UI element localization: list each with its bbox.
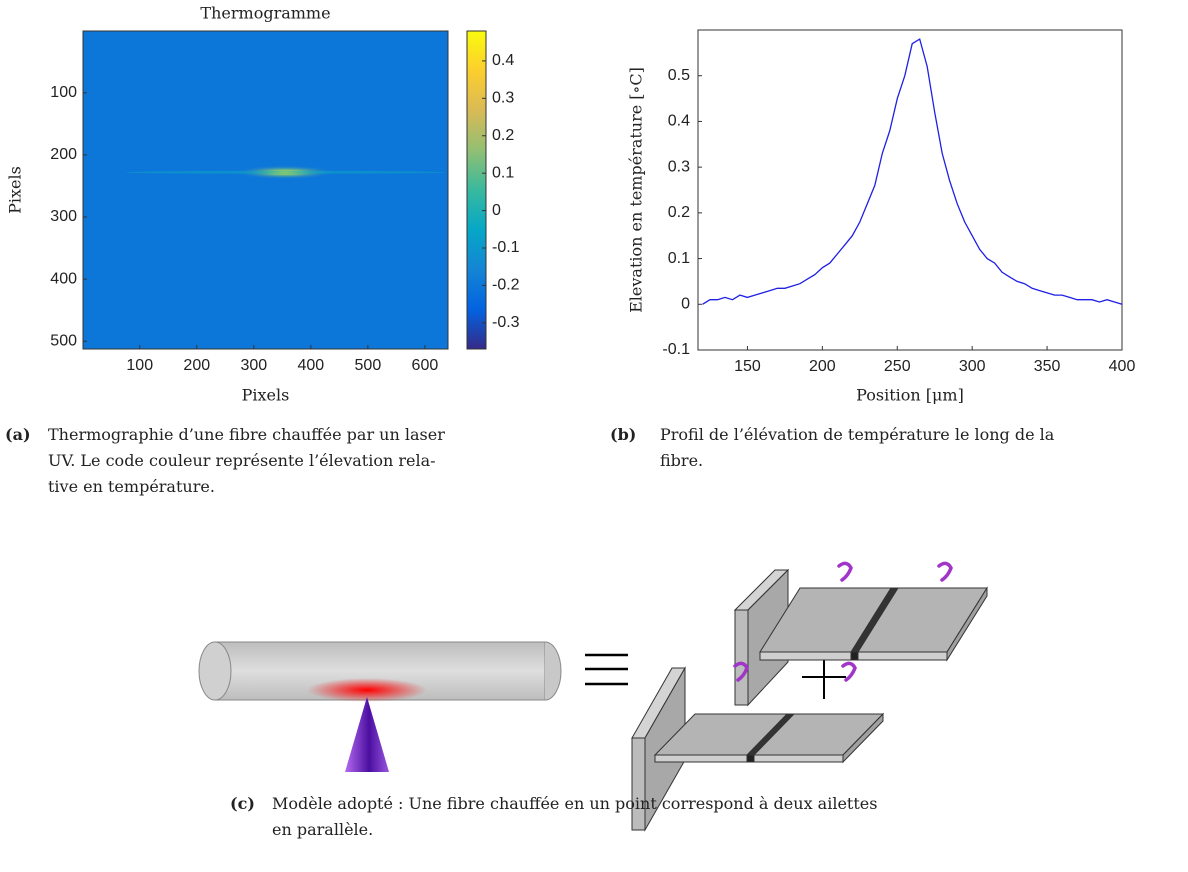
caption-label: (b) xyxy=(610,425,636,444)
x-tick-label: 200 xyxy=(183,357,210,374)
axes-frame xyxy=(697,29,1123,351)
y-tick-label: 0.5 xyxy=(668,67,690,84)
axes-frame xyxy=(82,30,449,350)
caption-line: UV. Le code couleur représente l’élevati… xyxy=(48,451,436,470)
caption-label: (a) xyxy=(5,425,31,444)
fiber-end xyxy=(198,641,232,701)
y-axis-label: Pixels xyxy=(6,166,25,214)
x-tick-label: 300 xyxy=(959,358,986,375)
caption-line: fibre. xyxy=(660,451,703,470)
fiber-trace xyxy=(125,170,446,174)
equivalence-sign xyxy=(585,653,628,686)
colorbar-tick-label: 0.4 xyxy=(492,52,514,69)
heat-spot xyxy=(307,678,427,702)
fin-top xyxy=(733,568,988,707)
x-tick-label: 300 xyxy=(240,357,267,374)
y-tick-label: 300 xyxy=(50,208,77,225)
fin-bottom xyxy=(631,666,885,832)
colorbar-tick-label: 0.2 xyxy=(492,127,514,144)
x-tick-label: 400 xyxy=(1109,358,1136,375)
x-tick-label: 150 xyxy=(734,358,761,375)
y-tick-label: 0.1 xyxy=(668,250,690,267)
caption-line: Profil de l’élévation de température le … xyxy=(660,425,1055,444)
y-tick-label: 0.3 xyxy=(668,158,690,175)
x-axis-label: Position [μm] xyxy=(856,386,964,405)
y-tick-label: 400 xyxy=(50,270,77,287)
x-tick-label: 250 xyxy=(884,358,911,375)
y-tick-label: -0.1 xyxy=(662,341,690,358)
data-line xyxy=(702,38,1123,305)
x-tick-label: 200 xyxy=(809,358,836,375)
y-tick-label: 200 xyxy=(50,146,77,163)
x-tick-label: 600 xyxy=(412,357,439,374)
plus-sign xyxy=(802,655,846,699)
y-tick-label: 0.4 xyxy=(668,113,690,130)
colorbar xyxy=(466,30,487,350)
y-tick-label: 0 xyxy=(681,296,690,313)
fiber-end xyxy=(544,641,562,701)
y-axis-label: Elevation en température [∘C] xyxy=(627,67,646,313)
heatmap-background xyxy=(83,31,448,349)
x-tick-label: 100 xyxy=(126,357,153,374)
y-tick-label: 100 xyxy=(50,84,77,101)
colorbar-tick-label: 0 xyxy=(492,202,501,219)
colorbar-tick-label: -0.3 xyxy=(492,314,520,331)
y-tick-label: 500 xyxy=(50,332,77,349)
x-tick-label: 400 xyxy=(297,357,324,374)
x-tick-label: 500 xyxy=(355,357,382,374)
colorbar-tick-label: 0.3 xyxy=(492,90,514,107)
caption-label: (c) xyxy=(230,794,255,813)
colorbar-tick-label: -0.1 xyxy=(492,239,520,256)
colorbar-tick-label: -0.2 xyxy=(492,277,520,294)
chart-title: Thermogramme xyxy=(200,4,330,23)
caption-line: Modèle adopté : Une fibre chauffée en un… xyxy=(272,794,877,813)
caption-line: Thermographie d’une fibre chauffée par u… xyxy=(48,425,445,444)
x-tick-label: 350 xyxy=(1034,358,1061,375)
diagram xyxy=(198,561,988,832)
convection-icons xyxy=(733,561,953,682)
laser-beam xyxy=(345,697,389,772)
caption-line: en parallèle. xyxy=(272,820,373,839)
x-axis-label: Pixels xyxy=(242,386,290,405)
caption-line: tive en température. xyxy=(48,477,215,496)
y-tick-label: 0.2 xyxy=(668,204,690,221)
colorbar-tick-label: 0.1 xyxy=(492,164,514,181)
